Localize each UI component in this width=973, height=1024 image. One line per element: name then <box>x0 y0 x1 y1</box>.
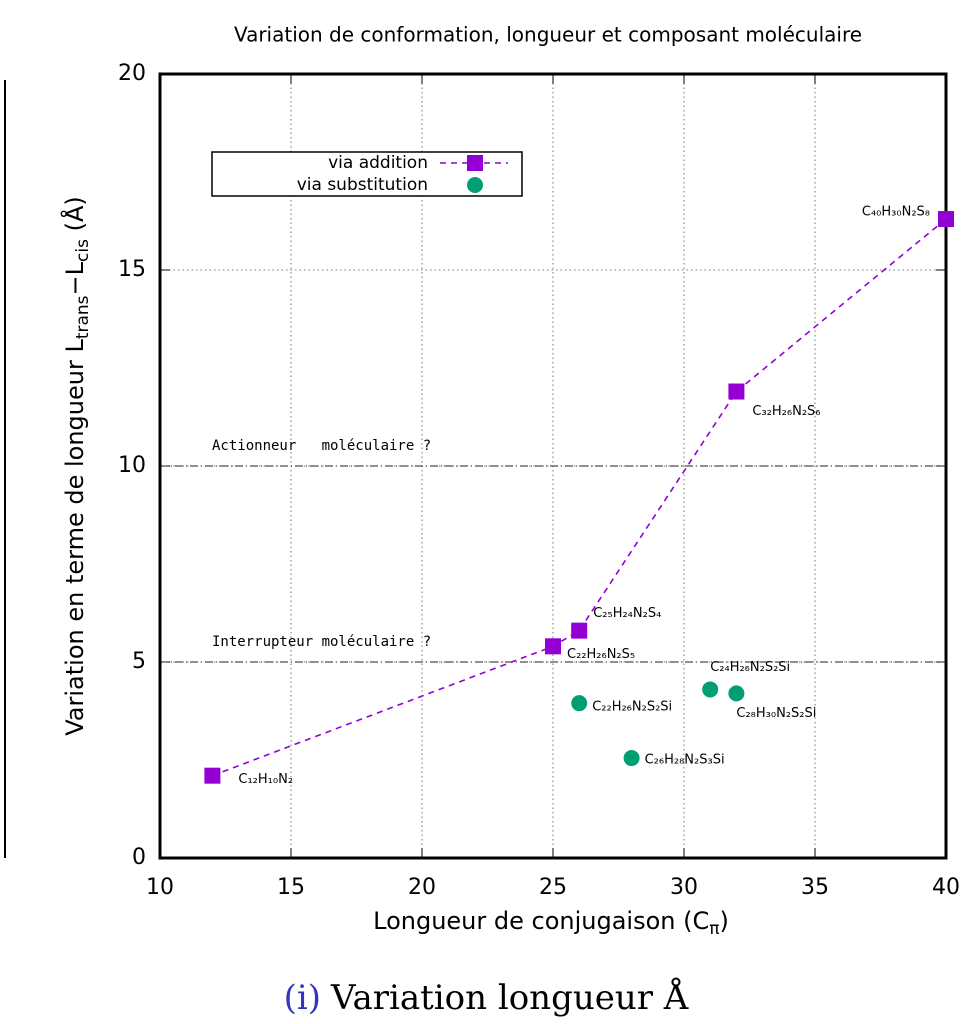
x-tick-label: 10 <box>146 875 174 900</box>
label-part: ) <box>720 907 729 935</box>
legend-label: via substitution <box>297 175 428 195</box>
y-tick-label: 0 <box>132 845 146 870</box>
legend-marker <box>467 155 483 171</box>
data-point <box>545 638 561 655</box>
x-tick-label: 40 <box>932 875 960 900</box>
point-label: C₂₄H₂₆N₂S₂Si <box>710 660 790 675</box>
x-axis-label: Longueur de conjugaison (Cπ) <box>373 907 729 939</box>
x-tick-label: 35 <box>801 875 829 900</box>
annotation: Interrupteur moléculaire ? <box>212 634 431 650</box>
data-point <box>571 622 588 639</box>
y-tick-label: 20 <box>118 61 146 86</box>
caption-text: Variation longueur Å <box>330 977 689 1018</box>
label-part: cis <box>73 239 93 262</box>
legend-label: via addition <box>328 153 428 173</box>
data-point <box>938 211 954 228</box>
chart-title: Variation de conformation, longueur et c… <box>234 23 862 47</box>
x-tick-label: 20 <box>408 875 436 900</box>
y-tick-label: 10 <box>118 453 146 478</box>
y-tick-label: 5 <box>132 649 146 674</box>
x-tick-label: 30 <box>670 875 698 900</box>
point-label: C₂₂H₂₆N₂S₅ <box>567 647 635 662</box>
annotation: Actionneur moléculaire ? <box>212 438 431 454</box>
x-tick-label: 25 <box>539 875 567 900</box>
data-point <box>623 750 640 767</box>
point-label: C₁₂H₁₀N₂ <box>238 772 293 787</box>
label-part: Variation en terme de longueur L <box>61 339 89 736</box>
label-part: π <box>709 919 719 939</box>
plot-frame <box>158 72 948 860</box>
label-part: −L <box>61 261 89 295</box>
point-label: C₂₂H₂₆N₂S₂Si <box>592 700 672 715</box>
x-tick-label: 15 <box>277 875 305 900</box>
point-label: C₄₀H₃₀N₂S₈ <box>862 205 930 220</box>
series-line <box>212 218 947 777</box>
data-point <box>702 681 719 698</box>
y-tick-label: 15 <box>118 257 146 282</box>
point-label: C₃₂H₂₆N₂S₆ <box>752 404 820 419</box>
point-label: C₂₆H₂₈N₂S₃Si <box>645 753 725 768</box>
point-label: C₂₈H₃₀N₂S₂Si <box>736 706 816 721</box>
data-point <box>571 695 588 712</box>
legend-marker <box>467 177 483 193</box>
label-part: (Å) <box>60 196 89 239</box>
caption: (i) Variation longueur Å <box>284 977 689 1018</box>
caption-number: (i) <box>284 978 321 1018</box>
data-point <box>728 383 745 400</box>
y-axis-label: Variation en terme de longueur Ltrans−Lc… <box>60 196 93 736</box>
label-part: Longueur de conjugaison (C <box>373 907 709 935</box>
data-point <box>728 685 745 702</box>
label-part: trans <box>73 295 93 339</box>
point-label: C₂₅H₂₄N₂S₄ <box>593 606 661 621</box>
data-point <box>204 767 221 784</box>
